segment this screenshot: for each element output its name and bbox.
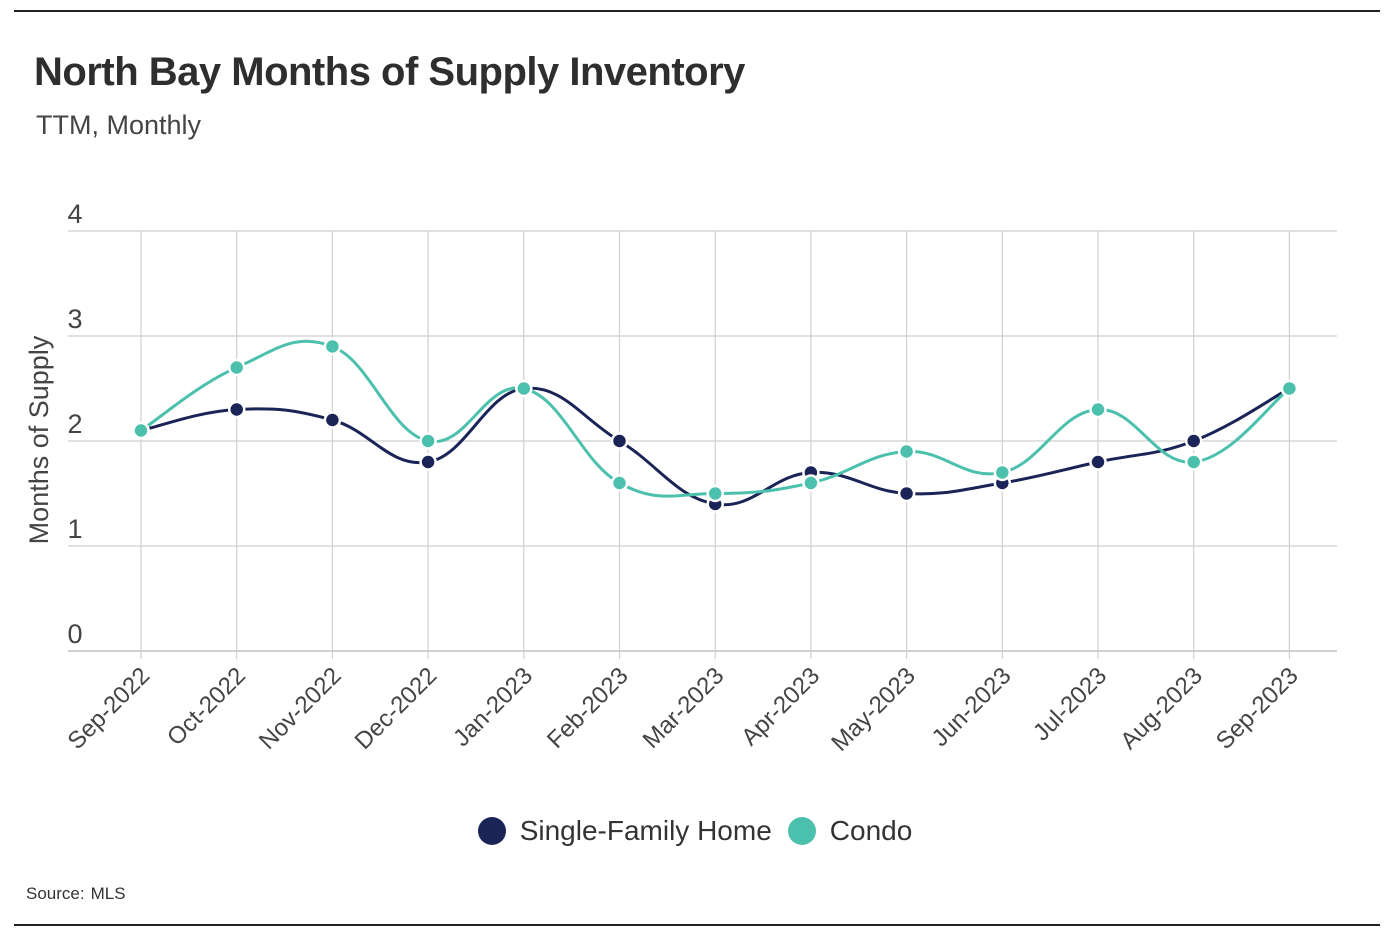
legend-swatch-single-family <box>477 817 506 845</box>
x-tick-label-Dec-2022: Dec-2022 <box>350 662 443 755</box>
data-point-single-family-home-Feb-2023 <box>610 432 629 450</box>
data-point-single-family-home-Jul-2023 <box>1089 453 1107 471</box>
y-tick-label-3: 3 <box>67 304 82 334</box>
data-point-condo-Apr-2023 <box>802 474 820 492</box>
top-rule <box>14 10 1380 12</box>
data-point-condo-Jun-2023 <box>993 463 1012 482</box>
data-point-condo-Nov-2022 <box>323 337 342 356</box>
legend-swatch-condo <box>787 817 816 845</box>
legend-item-condo[interactable]: Condo <box>787 815 913 847</box>
x-tick-label-Sep-2023: Sep-2023 <box>1211 662 1304 755</box>
x-tick-label-Sep-2022: Sep-2022 <box>63 662 156 755</box>
data-point-condo-Feb-2023 <box>610 474 629 492</box>
x-tick-label-Jan-2023: Jan-2023 <box>448 662 538 752</box>
chart-subtitle: TTM, Monthly <box>36 110 202 140</box>
data-point-single-family-home-Dec-2022 <box>419 453 437 471</box>
data-point-condo-Jan-2023 <box>515 379 533 398</box>
chart-title: North Bay Months of Supply Inventory <box>34 50 745 94</box>
legend-item-single-family[interactable]: Single-Family Home <box>477 815 772 847</box>
x-tick-label-Feb-2023: Feb-2023 <box>542 662 634 754</box>
data-point-condo-Jul-2023 <box>1089 400 1107 419</box>
y-tick-label-2: 2 <box>67 409 82 439</box>
gridlines <box>68 230 1337 659</box>
data-point-single-family-home-May-2023 <box>897 484 916 503</box>
data-point-condo-Sep-2022 <box>132 421 150 440</box>
data-point-condo-Dec-2022 <box>419 432 437 450</box>
axes: 0 1 2 3 4 Sep-2022 Oct-2022 Nov-2022 Dec-2022 Jan… <box>24 199 1304 757</box>
y-tick-label-1: 1 <box>67 514 82 544</box>
data-point-single-family-home-Oct-2022 <box>227 400 246 419</box>
source-label: Source: <box>26 884 85 903</box>
data-point-single-family-home-Nov-2022 <box>323 411 342 429</box>
data-points <box>132 337 1299 513</box>
legend-label-single-family: Single-Family Home <box>519 815 772 846</box>
x-tick-label-Jul-2023: Jul-2023 <box>1028 662 1112 746</box>
source-value: MLS <box>90 884 126 903</box>
data-point-condo-Sep-2023 <box>1280 379 1299 398</box>
data-point-condo-Mar-2023 <box>706 484 724 503</box>
x-tick-label-Jun-2023: Jun-2023 <box>927 662 1017 752</box>
line-chart: 0 1 2 3 4 Sep-2022 Oct-2022 Nov-2022 Dec-2022 Jan… <box>24 199 1337 757</box>
y-tick-label-4: 4 <box>67 199 82 229</box>
x-tick-label-Aug-2023: Aug-2023 <box>1115 662 1208 755</box>
legend: Single-Family Home Condo <box>0 815 1390 847</box>
x-tick-label-Mar-2023: Mar-2023 <box>638 662 730 754</box>
data-point-condo-May-2023 <box>897 442 916 461</box>
source-note: Source: MLS <box>26 884 126 904</box>
data-point-condo-Oct-2022 <box>227 358 246 377</box>
data-point-condo-Aug-2023 <box>1184 453 1203 471</box>
x-tick-label-May-2023: May-2023 <box>826 662 921 757</box>
x-tick-label-Apr-2023: Apr-2023 <box>736 662 825 751</box>
legend-label-condo: Condo <box>829 815 913 846</box>
y-tick-label-0: 0 <box>67 619 82 649</box>
y-axis-title: Months of Supply <box>24 335 54 544</box>
data-point-single-family-home-Aug-2023 <box>1184 432 1203 450</box>
x-tick-label-Oct-2022: Oct-2022 <box>162 662 251 751</box>
bottom-rule <box>14 924 1380 926</box>
x-tick-label-Nov-2022: Nov-2022 <box>254 662 347 755</box>
